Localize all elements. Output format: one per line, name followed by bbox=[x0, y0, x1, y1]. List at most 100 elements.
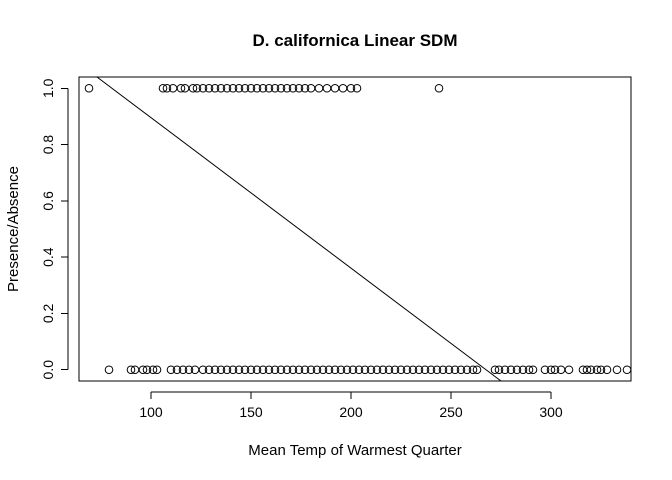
data-point bbox=[402, 365, 412, 375]
data-point bbox=[282, 365, 292, 375]
y-tick-label: 0.4 bbox=[40, 247, 56, 267]
data-point bbox=[540, 365, 550, 375]
points-layer bbox=[84, 83, 632, 375]
data-point bbox=[414, 365, 424, 375]
data-point bbox=[188, 83, 198, 93]
x-tick-label: 200 bbox=[339, 404, 363, 420]
data-point bbox=[228, 365, 238, 375]
data-point bbox=[456, 365, 466, 375]
data-point bbox=[276, 83, 286, 93]
data-point bbox=[192, 83, 202, 93]
data-point bbox=[264, 365, 274, 375]
data-point bbox=[288, 83, 298, 93]
data-point bbox=[288, 365, 298, 375]
data-point bbox=[490, 365, 500, 375]
data-point bbox=[270, 83, 280, 93]
data-point bbox=[246, 365, 256, 375]
plot-area-border bbox=[78, 76, 632, 382]
data-point bbox=[104, 365, 114, 375]
data-point bbox=[216, 83, 226, 93]
data-point bbox=[384, 365, 394, 375]
data-point bbox=[612, 365, 622, 375]
data-point bbox=[438, 365, 448, 375]
data-point bbox=[318, 365, 328, 375]
data-point bbox=[306, 365, 316, 375]
data-point bbox=[378, 365, 388, 375]
data-point bbox=[312, 365, 322, 375]
data-point bbox=[84, 83, 94, 93]
data-point bbox=[294, 83, 304, 93]
data-point bbox=[252, 83, 262, 93]
data-point bbox=[550, 365, 560, 375]
data-point bbox=[234, 365, 244, 375]
data-point bbox=[342, 365, 352, 375]
data-point bbox=[512, 365, 522, 375]
data-point bbox=[222, 365, 232, 375]
y-tick-label: 0.8 bbox=[40, 135, 56, 155]
x-tick-label: 300 bbox=[539, 404, 563, 420]
data-point bbox=[294, 365, 304, 375]
data-point bbox=[126, 365, 136, 375]
data-point bbox=[338, 83, 348, 93]
data-point bbox=[162, 83, 172, 93]
data-point bbox=[282, 83, 292, 93]
fit-line-layer bbox=[96, 76, 502, 382]
data-point bbox=[426, 365, 436, 375]
data-point bbox=[204, 83, 214, 93]
data-point bbox=[204, 365, 214, 375]
data-point bbox=[152, 365, 162, 375]
data-point bbox=[622, 365, 632, 375]
data-point bbox=[172, 365, 182, 375]
data-point bbox=[300, 83, 310, 93]
y-tick-label: 0.0 bbox=[40, 360, 56, 380]
x-tick-label: 100 bbox=[139, 404, 163, 420]
data-point bbox=[240, 83, 250, 93]
x-tick-label: 150 bbox=[239, 404, 263, 420]
data-point bbox=[176, 83, 186, 93]
data-point bbox=[348, 365, 358, 375]
data-point bbox=[586, 365, 596, 375]
data-point bbox=[234, 83, 244, 93]
data-point bbox=[184, 365, 194, 375]
data-point bbox=[210, 365, 220, 375]
data-point bbox=[228, 83, 238, 93]
data-point bbox=[372, 365, 382, 375]
data-point bbox=[148, 365, 158, 375]
data-point bbox=[198, 365, 208, 375]
data-point bbox=[434, 83, 444, 93]
data-point bbox=[546, 365, 556, 375]
data-point bbox=[198, 83, 208, 93]
data-point bbox=[246, 83, 256, 93]
data-point bbox=[420, 365, 430, 375]
data-point bbox=[216, 365, 226, 375]
data-point bbox=[596, 365, 606, 375]
data-point bbox=[264, 83, 274, 93]
data-point bbox=[444, 365, 454, 375]
data-point bbox=[178, 365, 188, 375]
data-point bbox=[564, 365, 574, 375]
data-point bbox=[592, 365, 602, 375]
data-point bbox=[506, 365, 516, 375]
data-point bbox=[158, 83, 168, 93]
x-axis-title: Mean Temp of Warmest Quarter bbox=[248, 442, 461, 459]
data-point bbox=[468, 365, 478, 375]
data-point bbox=[270, 365, 280, 375]
data-point bbox=[258, 83, 268, 93]
data-point bbox=[138, 365, 148, 375]
data-point bbox=[524, 365, 534, 375]
data-point bbox=[210, 83, 220, 93]
data-point bbox=[408, 365, 418, 375]
data-point bbox=[432, 365, 442, 375]
data-point bbox=[390, 365, 400, 375]
data-point bbox=[500, 365, 510, 375]
data-point bbox=[324, 365, 334, 375]
data-point bbox=[396, 365, 406, 375]
y-tick-label: 1.0 bbox=[40, 78, 56, 98]
data-point bbox=[346, 83, 356, 93]
data-point bbox=[330, 83, 340, 93]
data-point bbox=[582, 365, 592, 375]
x-axis: 100 150 200 250 300 bbox=[139, 391, 563, 420]
data-point bbox=[314, 83, 324, 93]
y-axis-title: Presence/Absence bbox=[5, 166, 22, 292]
